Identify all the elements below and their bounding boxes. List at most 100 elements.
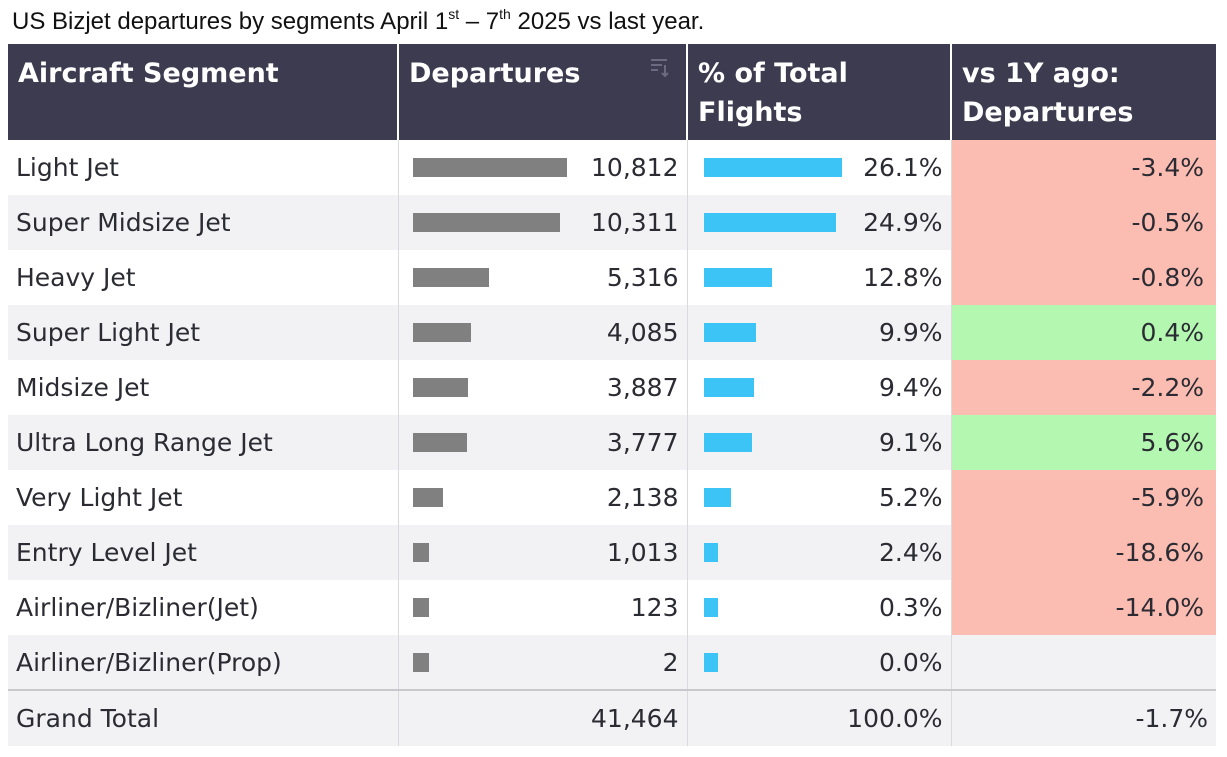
pct-bar (703, 598, 718, 617)
segment-name: Ultra Long Range Jet (8, 415, 399, 470)
pct-cell: 9.9% (687, 305, 952, 360)
segment-name: Super Midsize Jet (8, 195, 399, 250)
pct-bar (703, 653, 718, 672)
departures-bar (412, 433, 467, 452)
pct-bar (703, 488, 731, 507)
table-row: Midsize Jet 3,887 9.4% -2.2% (8, 360, 1216, 415)
header-departures[interactable]: Departures (398, 44, 688, 140)
title-text-part: 2025 vs last year. (510, 8, 705, 35)
pct-bar (703, 213, 836, 232)
yoy-value: -5.9% (951, 470, 1216, 525)
grand-total-yoy: -1.7% (951, 689, 1216, 746)
title-text-part: – 7 (459, 8, 500, 35)
table-row: Airliner/Bizliner(Jet) 123 0.3% -14.0% (8, 580, 1216, 635)
segment-name: Light Jet (8, 140, 399, 195)
pct-bar (703, 543, 718, 562)
departures-bar (412, 378, 468, 397)
yoy-value: 5.6% (951, 415, 1216, 470)
table-row: Entry Level Jet 1,013 2.4% -18.6% (8, 525, 1216, 580)
grand-total-departures: 41,464 (398, 689, 688, 746)
departures-bar (412, 543, 429, 562)
departures-bar (412, 213, 560, 232)
title-superscript: th (499, 6, 511, 22)
departures-cell: 2 (398, 635, 688, 690)
pct-bar (703, 378, 754, 397)
segment-name: Very Light Jet (8, 470, 399, 525)
table-row: Heavy Jet 5,316 12.8% -0.8% (8, 250, 1216, 305)
chart-title: US Bizjet departures by segments April 1… (12, 6, 704, 40)
pct-value: 0.3% (878, 593, 943, 622)
departures-cell: 5,316 (398, 250, 688, 305)
departures-bar (412, 488, 443, 507)
departures-cell: 4,085 (398, 305, 688, 360)
pct-bar (703, 433, 752, 452)
segment-name: Heavy Jet (8, 250, 399, 305)
departures-bar (412, 158, 567, 177)
yoy-value: -0.8% (951, 250, 1216, 305)
departures-cell: 2,138 (398, 470, 688, 525)
pct-bar (703, 158, 842, 177)
header-aircraft-segment[interactable]: Aircraft Segment (8, 44, 399, 140)
pct-value: 24.9% (863, 208, 943, 237)
departures-bar (412, 598, 429, 617)
pct-bar (703, 323, 756, 342)
grand-total-pct: 100.0% (687, 689, 952, 746)
pct-cell: 0.0% (687, 635, 952, 690)
grand-total-row: Grand Total 41,464 100.0% -1.7% (8, 689, 1216, 746)
departures-cell: 3,887 (398, 360, 688, 415)
pct-cell: 12.8% (687, 250, 952, 305)
header-row: Aircraft Segment Departures % of Total F… (8, 44, 1216, 140)
pct-value: 2.4% (878, 538, 943, 567)
departures-value: 1,013 (606, 538, 679, 567)
pct-value: 26.1% (863, 153, 943, 182)
segment-name: Super Light Jet (8, 305, 399, 360)
departures-bar (412, 653, 429, 672)
pct-value: 5.2% (878, 483, 943, 512)
departures-value: 123 (630, 593, 679, 622)
header-pct-total-flights[interactable]: % of Total Flights (687, 44, 952, 140)
departures-cell: 123 (398, 580, 688, 635)
segment-name: Entry Level Jet (8, 525, 399, 580)
pct-value: 9.9% (878, 318, 943, 347)
table-row: Super Light Jet 4,085 9.9% 0.4% (8, 305, 1216, 360)
table-row: Light Jet 10,812 26.1% -3.4% (8, 140, 1216, 195)
yoy-value: -0.5% (951, 195, 1216, 250)
table-row: Ultra Long Range Jet 3,777 9.1% 5.6% (8, 415, 1216, 470)
departures-value: 5,316 (606, 263, 679, 292)
pct-bar (703, 268, 772, 287)
pct-cell: 24.9% (687, 195, 952, 250)
yoy-value (951, 635, 1216, 690)
departures-value: 2,138 (606, 483, 679, 512)
yoy-value: -2.2% (951, 360, 1216, 415)
table-row: Very Light Jet 2,138 5.2% -5.9% (8, 470, 1216, 525)
pct-value: 9.1% (878, 428, 943, 457)
departures-bar (412, 323, 471, 342)
segments-table: Aircraft Segment Departures % of Total F… (8, 44, 1216, 746)
pct-cell: 5.2% (687, 470, 952, 525)
segment-name: Airliner/Bizliner(Jet) (8, 580, 399, 635)
departures-value: 2 (662, 648, 679, 677)
pct-value: 12.8% (863, 263, 943, 292)
segment-name: Airliner/Bizliner(Prop) (8, 635, 399, 690)
yoy-value: -14.0% (951, 580, 1216, 635)
yoy-value: -3.4% (951, 140, 1216, 195)
yoy-value: 0.4% (951, 305, 1216, 360)
table-row: Super Midsize Jet 10,311 24.9% -0.5% (8, 195, 1216, 250)
yoy-value: -18.6% (951, 525, 1216, 580)
departures-bar (412, 268, 489, 287)
title-superscript: st (448, 6, 460, 22)
pct-cell: 9.4% (687, 360, 952, 415)
pct-cell: 26.1% (687, 140, 952, 195)
departures-cell: 1,013 (398, 525, 688, 580)
sort-descending-icon[interactable] (648, 56, 670, 78)
pct-value: 0.0% (878, 648, 943, 677)
table-row: Airliner/Bizliner(Prop) 2 0.0% (8, 635, 1216, 690)
departures-value: 10,812 (591, 153, 679, 182)
segment-name: Midsize Jet (8, 360, 399, 415)
departures-value: 3,777 (606, 428, 679, 457)
departures-cell: 10,812 (398, 140, 688, 195)
departures-value: 10,311 (591, 208, 679, 237)
pct-cell: 0.3% (687, 580, 952, 635)
pct-value: 9.4% (878, 373, 943, 402)
header-vs-1y-ago[interactable]: vs 1Y ago: Departures (951, 44, 1216, 140)
